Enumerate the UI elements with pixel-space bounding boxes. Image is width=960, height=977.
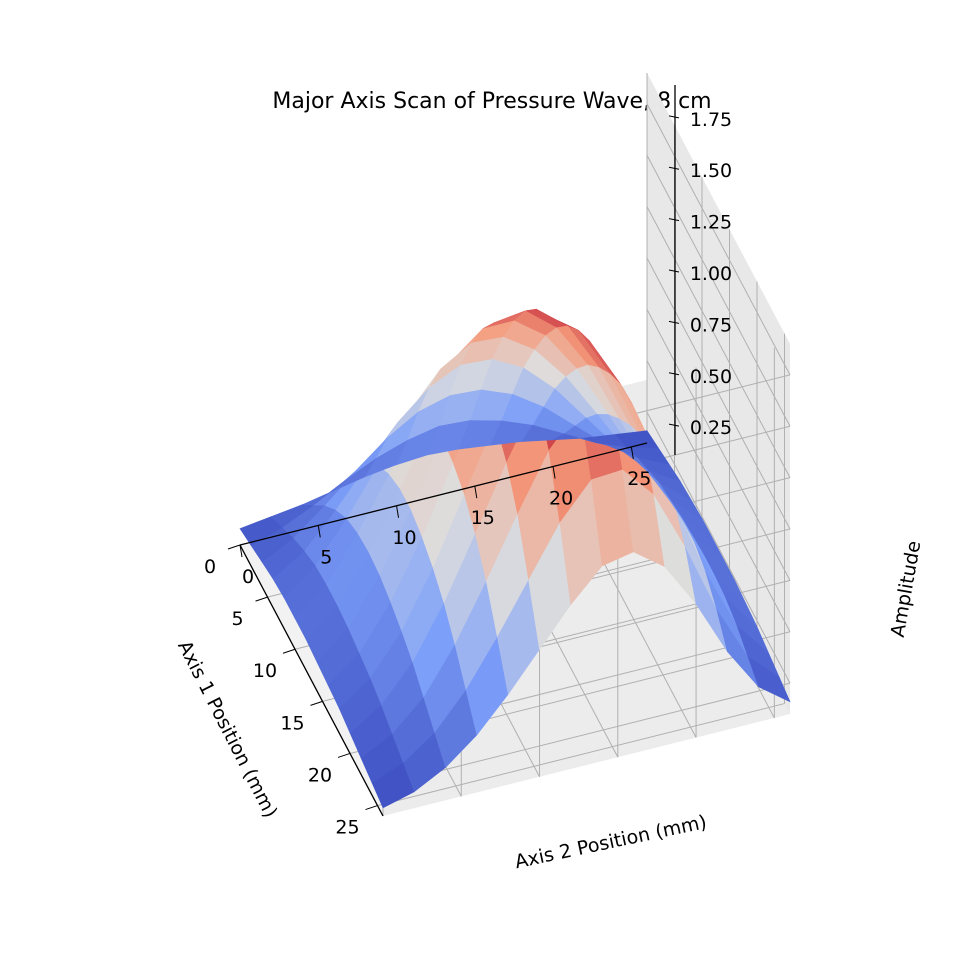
z-tick — [668, 320, 680, 324]
y-axis-label: Axis 2 Position (mm) — [513, 811, 709, 873]
y-tick-label: 5 — [320, 546, 332, 568]
z-tick-label: 1.50 — [690, 160, 732, 182]
axis-lines — [239, 85, 676, 817]
z-tick — [668, 166, 680, 170]
x-tick — [337, 752, 351, 758]
x-tick — [255, 596, 268, 602]
z-tick-label: 0.25 — [690, 417, 732, 439]
z-tick-label: 1.25 — [690, 212, 732, 234]
surface-face — [615, 430, 659, 448]
z-tick-label: 1.75 — [690, 109, 732, 131]
x-tick-label: 25 — [335, 817, 359, 839]
surface-mesh — [239, 308, 791, 809]
z-tick — [668, 115, 680, 119]
tick-labels: 0 5 10 15 20 25 0 5 10 15 20 25 0.25 0.50 0.75 1.00 1.25… — [204, 109, 732, 839]
y-axis-line — [239, 442, 648, 546]
y-tick-label: 25 — [627, 468, 651, 490]
y-tick-label: 15 — [471, 507, 495, 529]
x-axis-line — [239, 544, 384, 817]
y-tick-label: 20 — [549, 488, 573, 510]
y-tick-label: 10 — [392, 527, 416, 549]
z-tick-label: 1.00 — [690, 263, 732, 285]
y-tick — [396, 505, 400, 518]
x-tick — [282, 648, 296, 654]
grid-z-side — [646, 103, 791, 376]
x-tick — [310, 700, 323, 706]
y-tick-label: 0 — [242, 566, 254, 588]
grid-z-back — [382, 682, 791, 786]
z-tick — [668, 218, 680, 222]
z-axis-label: Amplitude — [887, 539, 926, 639]
z-tick — [668, 423, 680, 427]
y-tick — [239, 544, 243, 558]
y-tick — [317, 525, 321, 538]
y-tick — [630, 446, 634, 460]
y-tick — [474, 486, 478, 499]
x-tick-label: 0 — [204, 556, 216, 578]
z-tick-label: 0.50 — [690, 366, 732, 388]
x-tick — [227, 544, 241, 550]
z-tick — [668, 269, 680, 273]
x-tick-label: 15 — [280, 712, 304, 734]
chart-title: Major Axis Scan of Pressure Wave, 8 cm — [272, 89, 711, 114]
x-tick — [365, 805, 378, 811]
x-tick-label: 5 — [231, 608, 243, 630]
x-tick-label: 20 — [308, 765, 332, 787]
z-tick — [668, 372, 680, 376]
x-tick-label: 10 — [253, 660, 277, 682]
z-tick-label: 0.75 — [690, 314, 732, 336]
grid-x-floor — [377, 703, 785, 807]
y-tick — [552, 466, 556, 479]
